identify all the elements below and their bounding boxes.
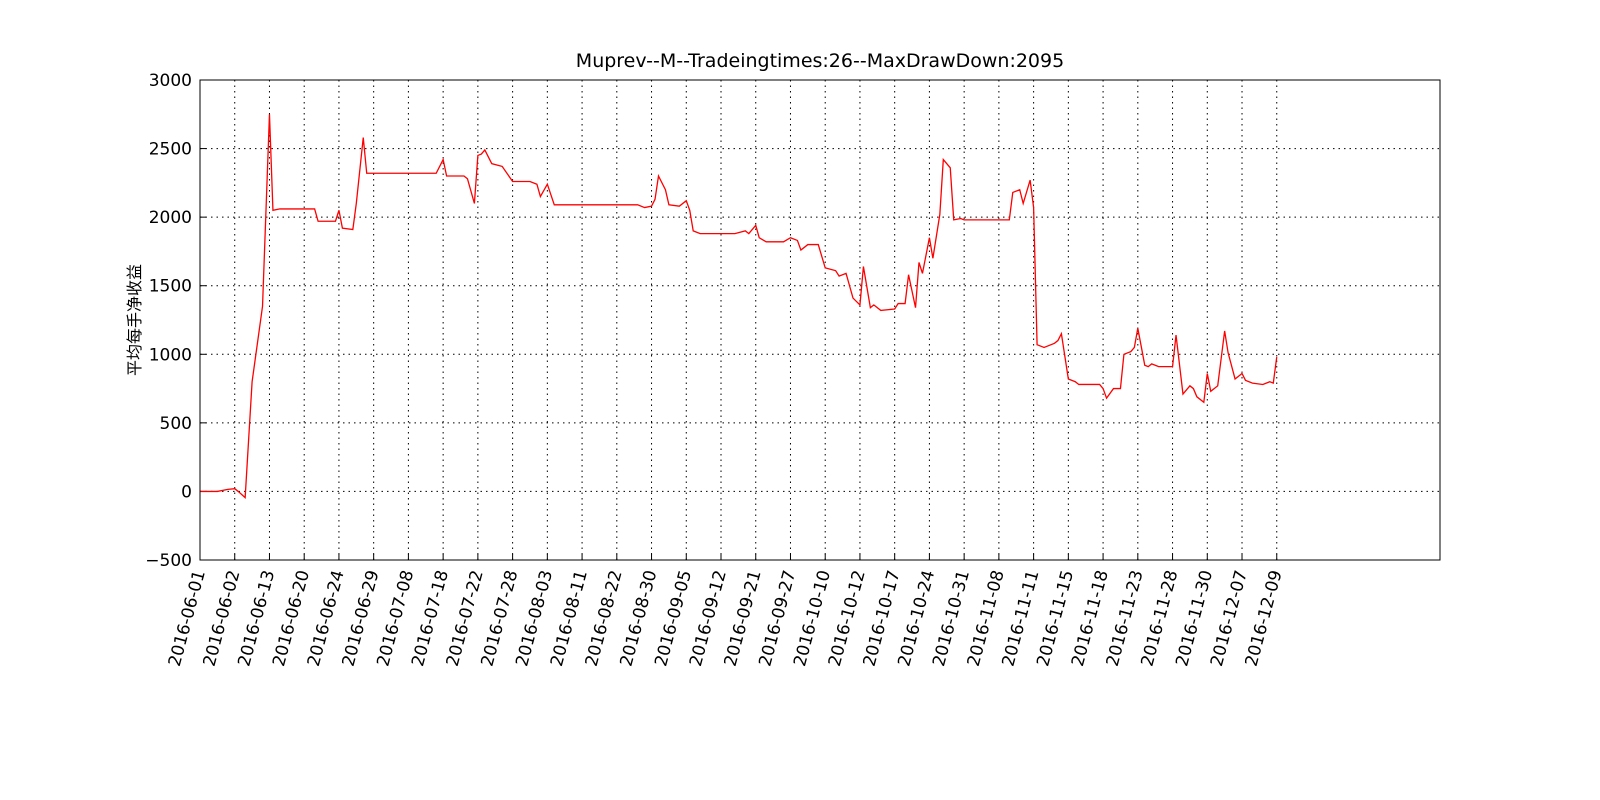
y-tick-label: 2500 (149, 140, 192, 160)
y-axis-label: 平均每手净收益 (125, 264, 144, 376)
chart-title: Muprev--M--Tradeingtimes:26--MaxDrawDown… (576, 50, 1064, 72)
plot-frame (199, 79, 1441, 561)
y-tick-label: 2000 (149, 208, 192, 228)
y-tick-label: 0 (181, 482, 192, 502)
y-tick-label: −500 (145, 551, 192, 571)
y-tick-label: 500 (160, 414, 192, 434)
y-tick-label: 1000 (149, 345, 192, 365)
y-tick-label: 1500 (149, 277, 192, 297)
data-line (200, 114, 1278, 499)
y-tick-label: 3000 (149, 71, 192, 91)
